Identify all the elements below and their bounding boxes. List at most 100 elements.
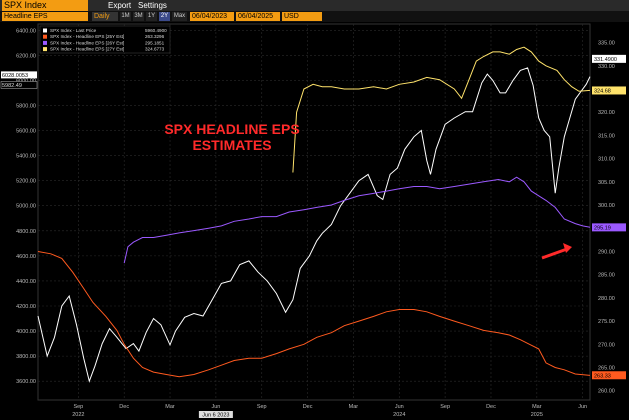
right-flag-value: 263.33 — [594, 373, 611, 379]
series-layer — [37, 46, 591, 383]
right-flag-box — [592, 86, 626, 95]
left-flag-box — [1, 71, 37, 79]
x-tick-label: Dec — [119, 404, 129, 410]
left-tick-label: 4200.00 — [16, 304, 36, 310]
left-tick-label: 3800.00 — [16, 354, 36, 360]
annotation-arrow-shaft — [541, 247, 568, 260]
start-date-field[interactable]: 06/04/2023 — [190, 12, 234, 21]
security-field[interactable]: Headline EPS — [2, 12, 88, 21]
range-3m-button[interactable]: 3M — [133, 12, 144, 21]
annotation-arrow-head — [563, 243, 572, 253]
chart-area: 3600.00 3800.00 4000.00 4200.00 4400.00 4600.… — [0, 23, 626, 419]
axis-flags: 6028.0053 5982.49 331.4900 324.68 295.19 263.… — [0, 54, 626, 380]
right-tick-label: 270.00 — [598, 342, 615, 348]
grid-lines — [37, 23, 591, 401]
year-label: 2025 — [531, 412, 543, 418]
right-flag-box — [592, 54, 626, 63]
range-1y-button[interactable]: 1Y — [146, 12, 157, 21]
annotation-text: SPX HEADLINE EPS — [164, 121, 299, 137]
menu-settings[interactable]: Settings — [138, 1, 167, 10]
left-tick-label: 4600.00 — [16, 254, 36, 260]
legend-swatch — [43, 47, 47, 52]
left-flag-value: 5982.49 — [2, 83, 22, 89]
x-axis: Sep Dec Mar Jun Sep Dec Mar Jun Sep Dec Mar Jun 2022… — [72, 404, 587, 419]
left-tick-label: 5000.00 — [16, 204, 36, 210]
right-tick-label: 275.00 — [598, 319, 615, 325]
legend-label: SPX Index - Last Price — [50, 28, 97, 33]
right-tick-label: 330.00 — [598, 64, 615, 70]
right-tick-label: 305.00 — [598, 180, 615, 186]
left-tick-label: 4000.00 — [16, 329, 36, 335]
left-tick-label: 6400.00 — [16, 28, 36, 34]
cursor-date-label: Jun 6 2023 — [202, 413, 229, 419]
year-label: 2022 — [72, 412, 84, 418]
chart-toolbar: Headline EPS Daily 1M 3M 1Y 2Y Max 06/04… — [0, 11, 629, 22]
series-line-3 — [292, 46, 591, 173]
right-tick-label: 280.00 — [598, 296, 615, 302]
x-tick-label: Sep — [73, 404, 83, 410]
left-tick-label: 3600.00 — [16, 379, 36, 385]
left-tick-label: 5400.00 — [16, 154, 36, 160]
left-flag-box — [0, 81, 38, 89]
left-tick-label: 4400.00 — [16, 279, 36, 285]
legend-value: 295.1851 — [145, 40, 165, 45]
legend-swatch — [43, 40, 47, 45]
legend-label: SPX Index - Headline EPS [27Y Est] — [50, 47, 124, 52]
legend-swatch — [43, 34, 47, 39]
right-tick-label: 285.00 — [598, 273, 615, 279]
right-tick-label: 300.00 — [598, 203, 615, 209]
series-line-1 — [37, 251, 591, 378]
right-tick-label: 265.00 — [598, 366, 615, 372]
left-tick-label: 6200.00 — [16, 53, 36, 59]
left-tick-label: 5600.00 — [16, 129, 36, 135]
security-title[interactable]: SPX Index — [2, 0, 88, 11]
legend-value: 263.3296 — [145, 34, 165, 39]
legend-value: 324.6773 — [145, 47, 165, 52]
x-tick-label: Sep — [257, 404, 267, 410]
right-tick-label: 315.00 — [598, 133, 615, 139]
x-tick-label: Dec — [486, 404, 496, 410]
legend: SPX Index - Last Price 5960.4900 SPX Index… — [39, 25, 171, 54]
right-tick-label: 335.00 — [598, 41, 615, 47]
right-tick-label: 310.00 — [598, 157, 615, 163]
end-date-field[interactable]: 06/04/2025 — [236, 12, 280, 21]
left-tick-label: 5800.00 — [16, 103, 36, 109]
left-tick-label: 4800.00 — [16, 229, 36, 235]
left-flag-value: 6028.0053 — [2, 73, 28, 79]
x-tick-label: Mar — [349, 404, 359, 410]
series-line-2 — [123, 176, 591, 264]
range-1m-button[interactable]: 1M — [120, 12, 131, 21]
menu-bar: SPX Index Export Settings — [0, 0, 629, 11]
annotation-text: ESTIMATES — [192, 137, 271, 153]
x-tick-label: Mar — [532, 404, 542, 410]
range-max-button[interactable]: Max — [172, 12, 187, 21]
right-flag-value: 324.68 — [594, 88, 611, 94]
x-tick-label: Jun — [578, 404, 587, 410]
year-label: 2024 — [393, 412, 405, 418]
menu-export[interactable]: Export — [108, 1, 132, 10]
left-tick-label: 5200.00 — [16, 179, 36, 185]
right-tick-label: 290.00 — [598, 249, 615, 255]
legend-label: SPX Index - Headline EPS [25Y Est] — [50, 34, 124, 39]
right-flag-box — [592, 223, 626, 232]
legend-label: SPX Index - Headline EPS [26Y Est] — [50, 40, 124, 45]
cursor-date-box — [198, 411, 233, 418]
right-tick-label: 260.00 — [598, 389, 615, 395]
right-flag-box — [592, 371, 626, 380]
period-select[interactable]: Daily — [92, 12, 118, 21]
legend-box — [39, 25, 171, 54]
right-flag-value: 295.19 — [594, 225, 611, 231]
x-tick-label: Jun — [395, 404, 404, 410]
right-axis: 260.00 265.00 270.00 275.00 280.00 285.00 290.… — [598, 41, 615, 395]
x-tick-label: Mar — [165, 404, 175, 410]
x-tick-label: Dec — [303, 404, 313, 410]
range-2y-button[interactable]: 2Y — [159, 12, 170, 21]
right-flag-value: 331.4900 — [594, 57, 617, 63]
x-tick-label: Sep — [440, 404, 450, 410]
plot-frame — [37, 23, 591, 401]
legend-swatch — [43, 28, 47, 33]
x-tick-label: Jun — [211, 404, 220, 410]
currency-field[interactable]: USD — [282, 12, 322, 21]
right-tick-label: 320.00 — [598, 110, 615, 116]
